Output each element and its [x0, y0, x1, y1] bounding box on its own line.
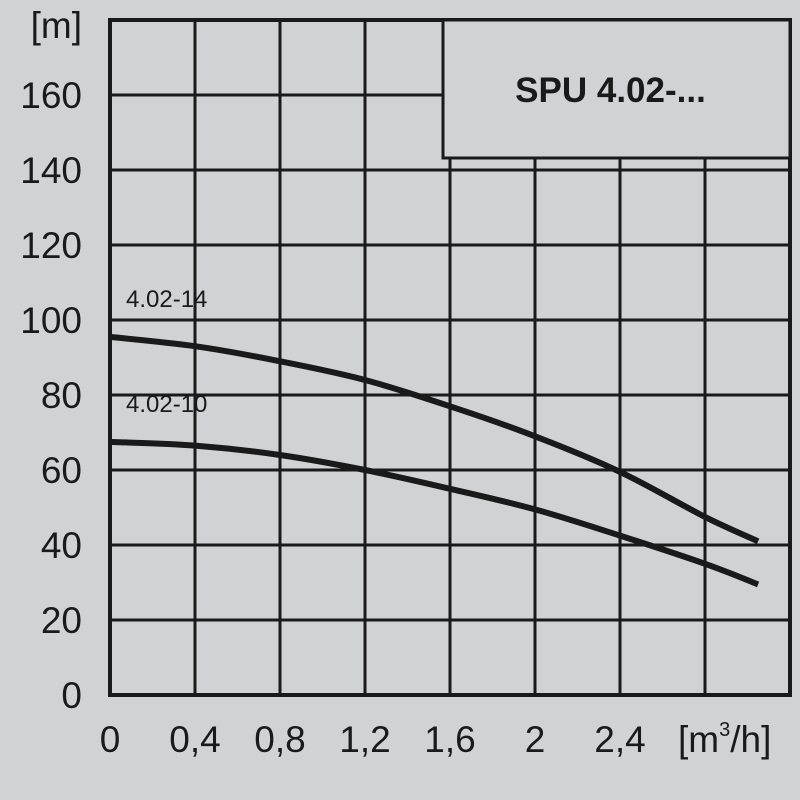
- x-tick-label: 1,6: [424, 719, 475, 760]
- title-box-rect: [441, 18, 792, 160]
- x-axis-ticks: 0 0,4 0,8 1,2 1,6 2 2,4: [100, 719, 646, 760]
- x-axis-label-sup: 3: [719, 719, 730, 741]
- x-tick-label: 2,4: [594, 719, 645, 760]
- y-tick-label: 80: [41, 375, 82, 416]
- x-tick-label: 0,4: [169, 719, 220, 760]
- y-axis-label: [m]: [31, 5, 82, 46]
- y-tick-label: 40: [41, 525, 82, 566]
- x-axis-label: [m3/h]: [678, 719, 771, 760]
- x-tick-label: 1,2: [339, 719, 390, 760]
- x-tick-label: 2: [525, 719, 546, 760]
- x-tick-label: 0: [100, 719, 121, 760]
- y-tick-label: 20: [41, 600, 82, 641]
- series-label-4.02-14: 4.02-14: [126, 286, 207, 313]
- series-label-4.02-10: 4.02-10: [126, 391, 207, 418]
- y-tick-label: 0: [61, 675, 82, 716]
- series-line-4.02-14: [109, 333, 760, 545]
- series-lines: [109, 333, 760, 588]
- series-line-4.02-10: [109, 438, 760, 588]
- title-box: SPU 4.02-...: [441, 18, 792, 160]
- y-tick-label: 100: [20, 300, 82, 341]
- y-axis-ticks: 0 20 40 60 80 100 120 140 160: [20, 75, 82, 716]
- y-tick-label: 140: [20, 150, 82, 191]
- x-axis-label-post: /h]: [730, 719, 771, 760]
- chart-title: SPU 4.02-...: [515, 71, 706, 110]
- y-tick-label: 120: [20, 225, 82, 266]
- x-tick-label: 0,8: [254, 719, 305, 760]
- y-tick-label: 60: [41, 450, 82, 491]
- y-tick-label: 160: [20, 75, 82, 116]
- series-labels: 4.02-14 4.02-10: [126, 286, 207, 418]
- x-axis-label-pre: [m: [678, 719, 719, 760]
